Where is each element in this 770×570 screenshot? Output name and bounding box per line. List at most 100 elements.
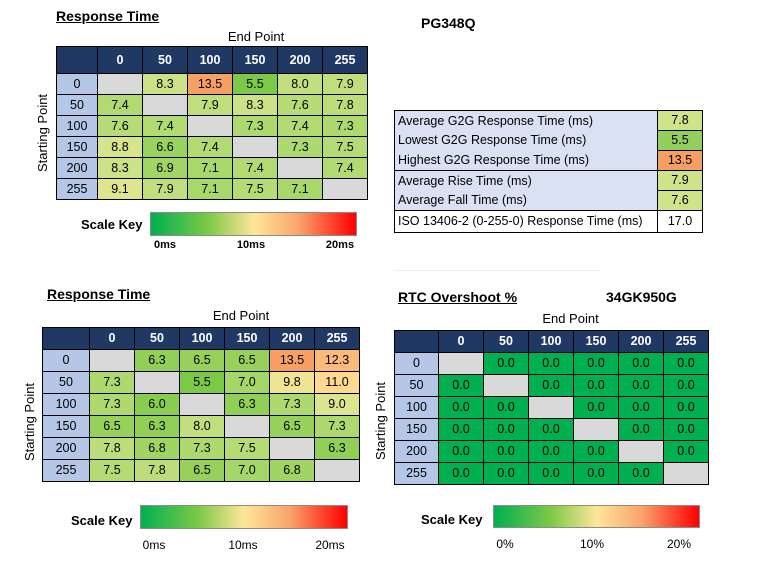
stats-label: Average G2G Response Time (ms): [394, 110, 658, 131]
bl-heat-cell: 7.3: [179, 437, 225, 460]
top-chart-title: Response Time: [56, 8, 160, 24]
top-row: 100 7.6 7.4 7.3 7.4 7.3: [56, 115, 368, 137]
bl-heat-cell: 6.5: [269, 415, 315, 438]
br-heat-cell: 0.0: [573, 374, 619, 397]
br-corner-cell: [394, 330, 439, 353]
bl-heat-cell: 7.8: [134, 459, 180, 482]
br-heat-cell: 0.0: [618, 352, 664, 375]
top-row: 150 8.8 6.6 7.4 7.3 7.5: [56, 136, 368, 158]
top-heat-cell: 7.9: [322, 73, 368, 95]
top-heat-cell: 9.1: [97, 178, 143, 200]
top-row-header: 255: [56, 178, 98, 200]
bl-row: 100 7.3 6.0 6.3 7.3 9.0: [42, 393, 360, 416]
top-heat-cell: 7.4: [322, 157, 368, 179]
top-heat-cell: 7.3: [232, 115, 278, 137]
top-heat-cell: 7.1: [187, 178, 233, 200]
br-row-header: 50: [394, 374, 439, 397]
top-heat-cell: 7.6: [97, 115, 143, 137]
top-heat-cell: 8.3: [142, 73, 188, 95]
stats-value: 17.0: [657, 210, 703, 233]
br-heat-cell: 0.0: [663, 352, 709, 375]
br-row-header: 0: [394, 352, 439, 375]
top-heatmap-table: 0 50 100 150 200 255 0 8.3 13.5 5.5 8.0 7.9 50 7.4 7.9…: [56, 46, 368, 200]
bl-diagonal-cell: [269, 437, 315, 460]
bl-scale-tick: 20ms: [315, 538, 345, 552]
br-row-header: 255: [394, 462, 439, 485]
br-scale-tick: 0%: [496, 537, 514, 551]
bl-heat-cell: 6.3: [224, 393, 270, 416]
top-col-header: 50: [142, 46, 188, 74]
top-heatmap: 0 50 100 150 200 255 0 8.3 13.5 5.5 8.0 7.9 50 7.4 7.9…: [56, 46, 368, 200]
br-heat-cell: 0.0: [483, 440, 529, 463]
stats-row: Highest G2G Response Time (ms) 13.5: [394, 150, 703, 171]
bl-col-header: 255: [314, 327, 360, 350]
br-scale-tick: 10%: [579, 537, 605, 551]
bl-col-header: 200: [269, 327, 315, 350]
bl-row-header: 150: [42, 415, 90, 438]
top-col-header: 0: [97, 46, 143, 74]
top-y-axis-label: Starting Point: [35, 93, 50, 172]
br-heat-cell: 0.0: [528, 440, 574, 463]
top-heat-cell: 7.8: [322, 94, 368, 116]
stats-row: Lowest G2G Response Time (ms) 5.5: [394, 130, 703, 151]
stats-label: Average Rise Time (ms): [394, 170, 658, 191]
bl-row-header: 0: [42, 349, 90, 372]
br-diagonal-cell: [573, 418, 619, 441]
br-col-header: 255: [663, 330, 709, 353]
br-heat-cell: 0.0: [483, 418, 529, 441]
bl-diagonal-cell: [224, 415, 270, 438]
bl-heat-cell: 7.3: [269, 393, 315, 416]
br-heat-cell: 0.0: [663, 374, 709, 397]
top-heat-cell: 8.8: [97, 136, 143, 158]
top-row: 0 8.3 13.5 5.5 8.0 7.9: [56, 73, 368, 95]
top-heat-cell: 7.4: [97, 94, 143, 116]
stats-row: Average G2G Response Time (ms) 7.8: [394, 110, 703, 131]
br-row-header: 200: [394, 440, 439, 463]
stats-value: 5.5: [657, 130, 703, 151]
top-col-header: 200: [277, 46, 323, 74]
top-heat-cell: 7.1: [187, 157, 233, 179]
bl-heat-cell: 7.0: [224, 459, 270, 482]
br-x-axis-label: End Point: [542, 311, 599, 326]
top-heat-cell: 7.4: [187, 136, 233, 158]
bl-row: 150 6.5 6.3 8.0 6.5 7.3: [42, 415, 360, 438]
top-row: 255 9.1 7.9 7.1 7.5 7.1: [56, 178, 368, 200]
bl-heat-cell: 11.0: [314, 371, 360, 394]
bl-heat-cell: 7.5: [224, 437, 270, 460]
bl-heatmap-table: 0 50 100 150 200 255 0 6.3 6.5 6.5 13.5 12.3 50 7.3 5.…: [42, 327, 360, 482]
stats-row: Average Rise Time (ms) 7.9: [394, 170, 703, 191]
top-row-header: 50: [56, 94, 98, 116]
br-heat-cell: 0.0: [573, 352, 619, 375]
br-heat-cell: 0.0: [438, 374, 484, 397]
stats-value: 7.8: [657, 110, 703, 131]
divider-line: [395, 270, 600, 271]
br-heatmap-table: 0 50 100 150 200 255 0 0.0 0.0 0.0 0.0 0.0 50 0.0 0.0 0…: [394, 330, 709, 485]
br-col-header: 200: [618, 330, 664, 353]
bl-diagonal-cell: [314, 459, 360, 482]
bl-y-axis-label: Starting Point: [22, 382, 37, 461]
br-diagonal-cell: [663, 462, 709, 485]
br-row: 50 0.0 0.0 0.0 0.0 0.0: [394, 374, 709, 397]
bl-heat-cell: 6.5: [179, 459, 225, 482]
bl-row: 255 7.5 7.8 6.5 7.0 6.8: [42, 459, 360, 482]
top-row: 50 7.4 7.9 8.3 7.6 7.8: [56, 94, 368, 116]
br-row: 200 0.0 0.0 0.0 0.0 0.0: [394, 440, 709, 463]
top-scale-tick: 0ms: [153, 239, 177, 251]
top-col-header: 150: [232, 46, 278, 74]
bl-heat-cell: 7.3: [314, 415, 360, 438]
bl-diagonal-cell: [134, 371, 180, 394]
bl-row: 0 6.3 6.5 6.5 13.5 12.3: [42, 349, 360, 372]
top-scale-tick: 20ms: [325, 239, 355, 251]
top-stats-table: Average G2G Response Time (ms) 7.8 Lowest …: [394, 110, 703, 233]
top-heat-cell: 7.9: [187, 94, 233, 116]
top-row-header: 100: [56, 115, 98, 137]
top-model-name: PG348Q: [421, 15, 476, 31]
top-heat-cell: 7.6: [277, 94, 323, 116]
bl-row: 50 7.3 5.5 7.0 9.8 11.0: [42, 371, 360, 394]
bl-heat-cell: 6.8: [134, 437, 180, 460]
br-y-axis-label: Starting Point: [373, 381, 388, 460]
br-heat-cell: 0.0: [663, 440, 709, 463]
bl-heat-cell: 7.3: [89, 371, 135, 394]
bl-heat-cell: 7.3: [89, 393, 135, 416]
bl-heat-cell: 6.0: [134, 393, 180, 416]
